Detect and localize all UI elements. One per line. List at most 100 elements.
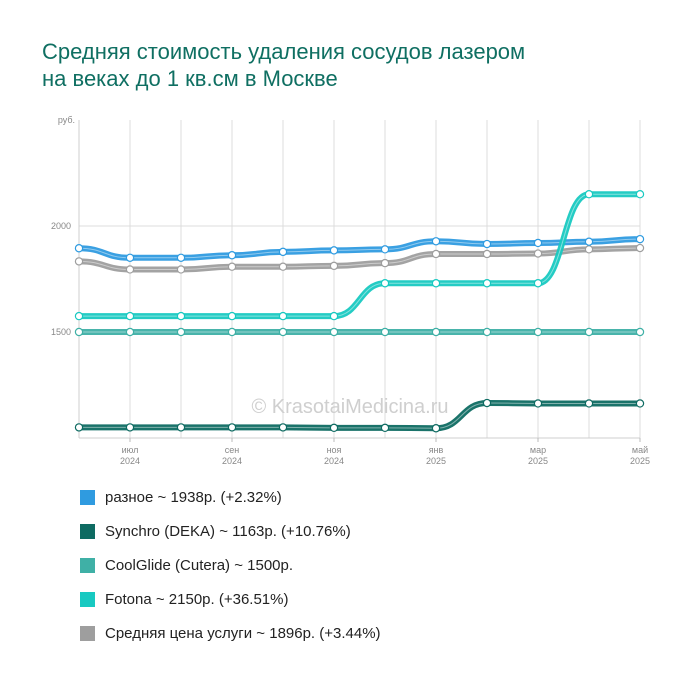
series-line-highlight — [79, 402, 641, 429]
y-tick-label: 1500 — [51, 327, 71, 337]
data-point — [125, 327, 135, 337]
x-tick-label-year: 2025 — [630, 456, 650, 466]
chart-title: Средняя стоимость удаления сосудов лазер… — [42, 38, 662, 92]
legend-item: Fotona ~ 2150р. (+36.51%) — [80, 582, 381, 616]
data-point — [635, 399, 645, 408]
data-point — [533, 327, 543, 337]
data-point — [380, 423, 390, 433]
x-tick-label-year: 2025 — [426, 456, 446, 466]
data-point — [329, 261, 339, 271]
data-point — [125, 253, 135, 262]
data-point — [482, 249, 492, 259]
data-point — [533, 238, 543, 248]
data-point — [74, 244, 84, 253]
data-point — [74, 423, 84, 432]
data-point — [329, 246, 339, 255]
x-tick-label-year: 2024 — [222, 456, 242, 466]
legend-label: Средняя цена услуги ~ 1896р. (+3.44%) — [105, 624, 381, 642]
legend-label: CoolGlide (Cutera) ~ 1500р. — [105, 556, 294, 574]
data-point — [635, 327, 645, 337]
data-point — [329, 423, 339, 433]
data-point — [278, 247, 288, 257]
data-point — [635, 243, 645, 253]
legend-item: CoolGlide (Cutera) ~ 1500р. — [80, 548, 381, 582]
data-point — [584, 399, 594, 408]
legend-swatch — [80, 489, 95, 505]
chart-title-line-1: Средняя стоимость удаления сосудов лазер… — [42, 39, 526, 64]
data-point — [227, 262, 237, 271]
data-point — [584, 189, 594, 199]
data-point — [329, 327, 339, 337]
series-line — [76, 400, 643, 432]
data-point — [482, 327, 492, 337]
y-tick-label: 2000 — [51, 221, 71, 231]
legend-swatch — [80, 591, 95, 607]
series-5 — [74, 243, 645, 274]
series-line-highlight — [78, 238, 641, 259]
data-point — [74, 327, 84, 337]
data-point — [380, 245, 390, 254]
data-point — [74, 257, 84, 266]
x-tick-label-month: ноя — [327, 445, 342, 455]
data-point — [176, 253, 186, 262]
series-line — [76, 236, 643, 261]
data-point — [380, 279, 390, 288]
x-tick-label-month: мар — [530, 445, 546, 455]
series-line-highlight — [78, 247, 641, 270]
chart-grid — [78, 120, 641, 438]
data-point — [584, 327, 594, 337]
y-unit-label: руб. — [58, 115, 75, 125]
x-tick-label-month: июл — [122, 445, 139, 455]
x-tick-label-month: янв — [429, 445, 444, 455]
legend-item: Средняя цена услуги ~ 1896р. (+3.44%) — [80, 616, 381, 650]
legend-label: Fotona ~ 2150р. (+36.51%) — [105, 590, 289, 608]
series-2 — [74, 398, 645, 433]
data-point — [431, 279, 441, 288]
legend-label: разное ~ 1938р. (+2.32%) — [105, 488, 282, 506]
data-point — [533, 279, 543, 288]
data-point — [482, 239, 492, 249]
data-point — [635, 234, 645, 244]
data-point — [176, 265, 186, 274]
x-tick-label-month: сен — [225, 445, 240, 455]
data-point — [227, 327, 237, 337]
data-point — [635, 189, 645, 199]
data-point — [431, 327, 441, 337]
series-line — [76, 245, 643, 273]
data-point — [176, 327, 186, 337]
line-chart: руб.20001500июл2024сен2024ноя2024янв2025… — [51, 115, 650, 466]
data-point — [227, 251, 237, 260]
chart-axes: руб.20001500июл2024сен2024ноя2024янв2025… — [51, 115, 650, 466]
legend-swatch — [80, 557, 95, 573]
legend-label: Synchro (DEKA) ~ 1163р. (+10.76%) — [105, 522, 351, 540]
legend-swatch — [80, 523, 95, 539]
x-tick-label-month: май — [632, 445, 648, 455]
legend-item: разное ~ 1938р. (+2.32%) — [80, 480, 381, 514]
data-point — [74, 311, 84, 321]
chart-title-line-2: на веках до 1 кв.см в Москве — [42, 66, 338, 91]
data-point — [482, 279, 492, 288]
data-point — [431, 249, 441, 259]
data-point — [176, 423, 186, 432]
data-point — [482, 398, 492, 408]
series-4 — [74, 189, 645, 321]
data-point — [227, 423, 237, 432]
data-point — [125, 265, 135, 274]
data-point — [431, 237, 441, 246]
data-point — [380, 258, 390, 268]
data-point — [278, 423, 288, 432]
x-tick-label-year: 2024 — [120, 456, 140, 466]
data-point — [278, 262, 288, 271]
data-point — [227, 311, 237, 321]
data-point — [584, 245, 594, 254]
legend-swatch — [80, 625, 95, 641]
data-point — [533, 399, 543, 408]
series-1 — [74, 234, 645, 262]
data-point — [533, 249, 543, 258]
legend-item: Synchro (DEKA) ~ 1163р. (+10.76%) — [80, 514, 381, 548]
x-tick-label-year: 2024 — [324, 456, 344, 466]
data-point — [176, 311, 186, 321]
data-point — [125, 311, 135, 321]
series-3 — [74, 327, 645, 337]
watermark: © KrasotaiMedicina.ru — [251, 396, 448, 418]
